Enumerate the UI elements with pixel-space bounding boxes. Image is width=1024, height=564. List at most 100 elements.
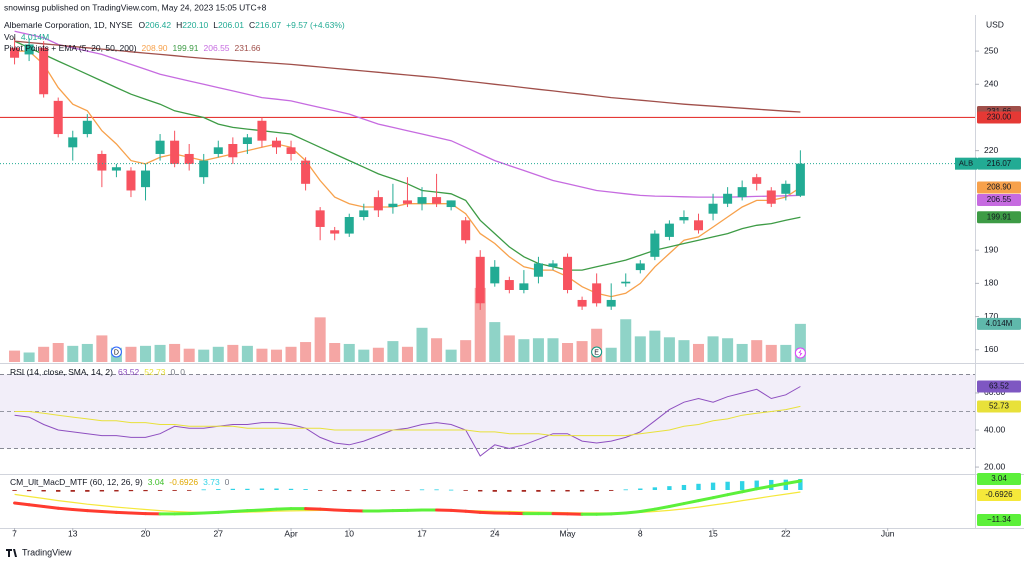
candle-body bbox=[344, 217, 354, 234]
candle-body bbox=[155, 140, 165, 154]
event-label: E bbox=[594, 349, 599, 356]
histogram-bar bbox=[594, 489, 599, 492]
candle-body bbox=[315, 210, 325, 227]
histogram-bar bbox=[230, 488, 236, 490]
histogram-bar bbox=[376, 489, 381, 491]
logo-icon bbox=[6, 549, 17, 557]
indicator-legend: CM_Ult_MacD_MTF (60, 12, 26, 9) 3.04 -0.69… bbox=[10, 477, 230, 487]
legend-value: 63.52 bbox=[118, 367, 140, 377]
publisher-line: snowinsg published on TradingView.com, M… bbox=[4, 2, 267, 12]
volume-bar bbox=[532, 338, 544, 362]
x-tick-label: 8 bbox=[638, 528, 643, 538]
macd-segment bbox=[260, 507, 278, 512]
macd-segment bbox=[71, 507, 89, 513]
ohlc-prefix: O bbox=[139, 20, 146, 30]
volume-bar bbox=[605, 347, 617, 362]
x-tick-label: 24 bbox=[490, 528, 500, 538]
candle-body bbox=[752, 177, 762, 184]
macd-segment bbox=[755, 484, 773, 491]
alert-icon bbox=[798, 349, 803, 357]
histogram-bar bbox=[56, 489, 61, 492]
histogram-bar bbox=[99, 489, 105, 492]
histogram-bar bbox=[652, 487, 658, 490]
candle-body bbox=[10, 47, 20, 58]
histogram-bar bbox=[41, 489, 46, 492]
volume-bar bbox=[576, 341, 588, 362]
macd-segment bbox=[667, 502, 686, 509]
volume-bar bbox=[460, 340, 472, 362]
macd-segment bbox=[711, 493, 730, 500]
legend-value: 208.90 bbox=[142, 43, 168, 53]
x-tick-label: 15 bbox=[708, 528, 718, 538]
candle-body bbox=[257, 120, 267, 141]
candle-body bbox=[519, 283, 529, 290]
histogram-bar bbox=[739, 481, 745, 490]
candle-body bbox=[271, 140, 282, 148]
histogram-bar bbox=[201, 489, 206, 491]
histogram-bar bbox=[623, 489, 628, 491]
legend-value: 206.42 bbox=[145, 20, 171, 30]
histogram-bar bbox=[550, 489, 556, 492]
macd-segment bbox=[624, 510, 642, 515]
candle-body bbox=[402, 200, 412, 204]
macd-segment bbox=[653, 505, 671, 511]
macd-segment bbox=[638, 507, 657, 514]
histogram-bar bbox=[128, 489, 134, 492]
volume-bar bbox=[387, 341, 399, 362]
candle-body bbox=[228, 144, 238, 158]
candle-body bbox=[199, 160, 209, 178]
volume-legend: Vol 4.014M bbox=[4, 32, 49, 42]
candle-body bbox=[592, 283, 602, 304]
event-marker bbox=[591, 346, 603, 358]
candle-body bbox=[693, 220, 704, 231]
value-tag: 3.04 bbox=[991, 474, 1007, 483]
legend-value: 220.10 bbox=[182, 20, 208, 30]
volume-bar bbox=[620, 319, 632, 362]
volume-bar bbox=[722, 338, 734, 362]
histogram-bar bbox=[565, 489, 570, 492]
y-tick-label: 170 bbox=[984, 311, 998, 321]
volume-bar bbox=[663, 337, 675, 362]
histogram-bar bbox=[667, 486, 672, 490]
macd-segment bbox=[697, 496, 715, 503]
candle-body bbox=[475, 256, 485, 304]
legend-value: 4.014M bbox=[21, 32, 49, 42]
price-tag-bg bbox=[977, 111, 1021, 124]
macd-segment bbox=[449, 508, 468, 513]
macd-segment bbox=[100, 510, 118, 514]
candle-body bbox=[184, 153, 194, 164]
volume-tag-bg bbox=[977, 317, 1021, 330]
volume-bar bbox=[300, 342, 312, 362]
macd-segment bbox=[682, 499, 701, 506]
macd-segment bbox=[231, 509, 249, 514]
volume-bar bbox=[445, 349, 457, 362]
volume-bar bbox=[518, 339, 530, 362]
macd-segment bbox=[114, 510, 133, 515]
y-tick-label: 220 bbox=[984, 145, 998, 155]
histogram-bar bbox=[710, 482, 716, 490]
candle-body bbox=[301, 160, 311, 184]
legend-value: 199.91 bbox=[173, 43, 199, 53]
volume-bar bbox=[562, 343, 574, 362]
candle-body bbox=[286, 147, 296, 154]
histogram-bar bbox=[114, 489, 119, 492]
currency-label: USD bbox=[986, 19, 1004, 29]
volume-bar bbox=[227, 344, 239, 362]
price-tag: 216.07 bbox=[987, 159, 1012, 168]
macd-segment bbox=[274, 507, 293, 511]
volume-name: Vol bbox=[4, 32, 16, 42]
volume-bar bbox=[329, 343, 341, 362]
price-tag: 199.91 bbox=[987, 212, 1012, 221]
indicator-title: CM_Ult_MacD_MTF (60, 12, 26, 9) bbox=[10, 477, 143, 487]
candle-body bbox=[97, 153, 107, 171]
candle-body bbox=[213, 147, 223, 154]
value-tag-bg bbox=[977, 380, 1021, 393]
legend-value: +9.57 (+4.63%) bbox=[286, 20, 345, 30]
volume-bar bbox=[67, 345, 79, 362]
symbol-legend: Albemarle Corporation, 1D, NYSE O206.42 H2… bbox=[4, 20, 345, 30]
histogram-bar bbox=[478, 489, 483, 492]
macd-segment bbox=[129, 511, 148, 516]
price-tag-bg bbox=[977, 181, 1021, 194]
candle-body bbox=[170, 140, 180, 164]
